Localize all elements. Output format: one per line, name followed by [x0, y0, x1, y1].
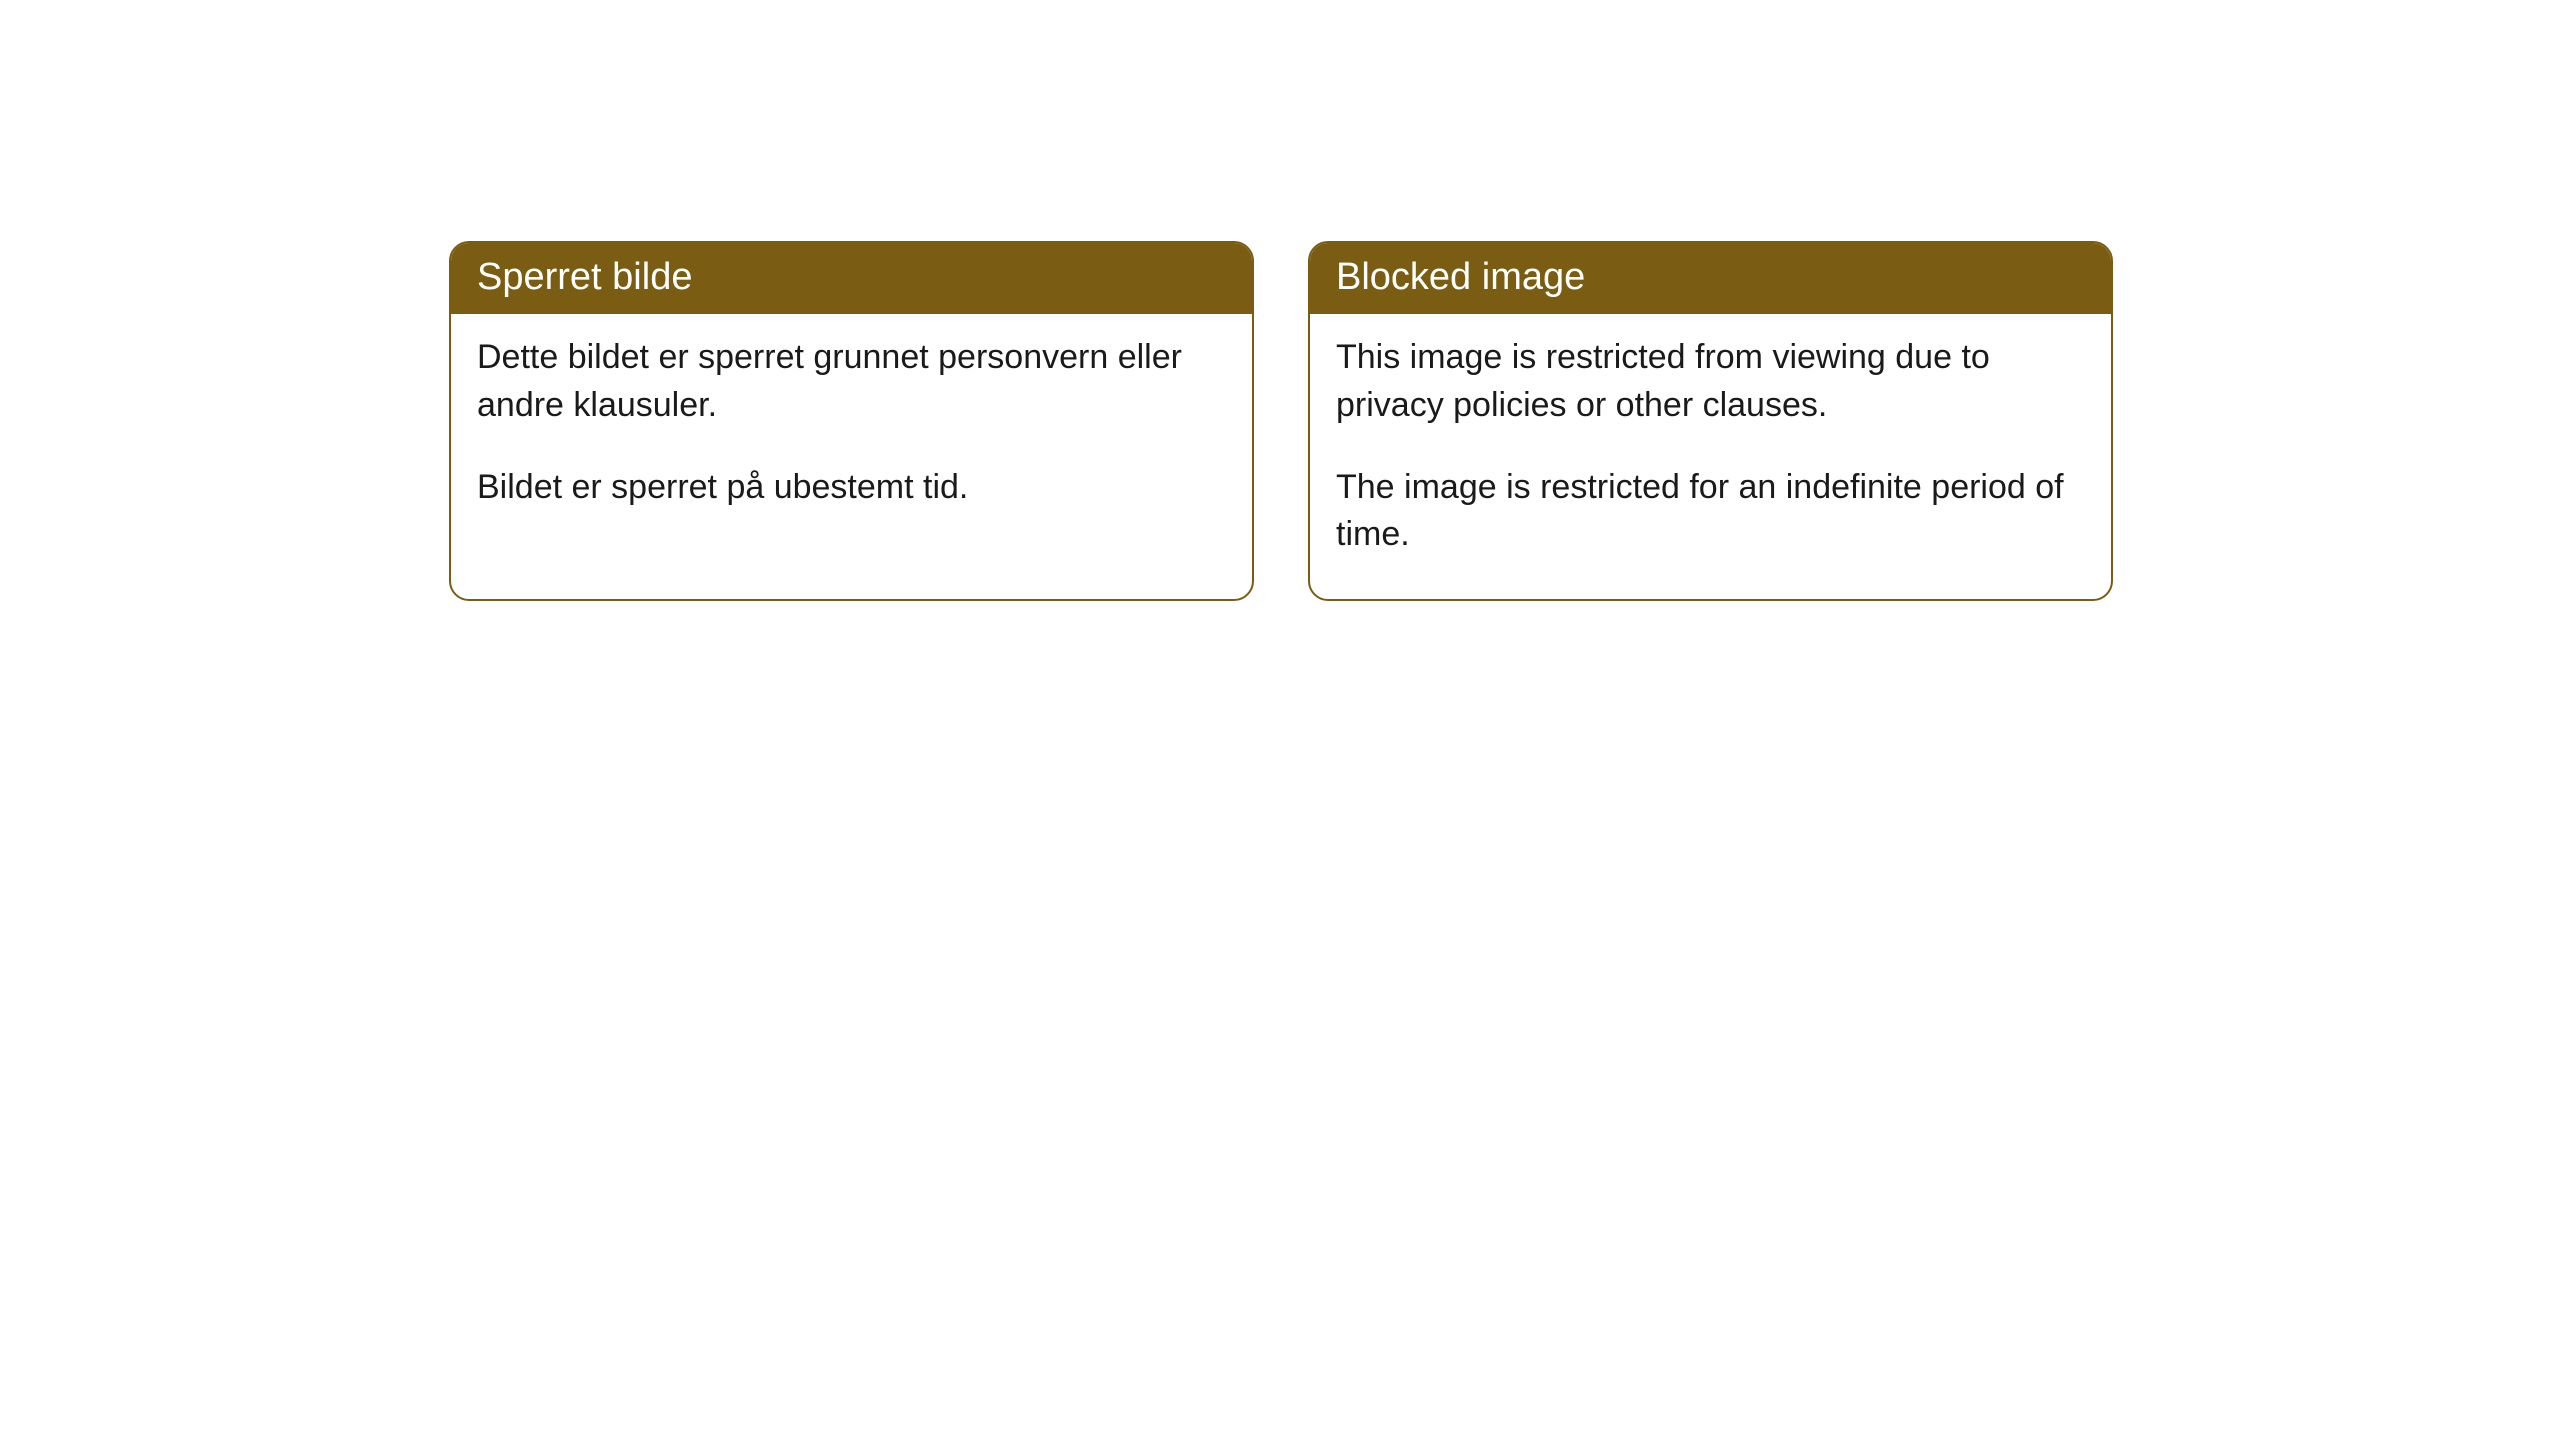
- notice-cards-container: Sperret bilde Dette bildet er sperret gr…: [449, 241, 2113, 601]
- card-paragraph: The image is restricted for an indefinit…: [1336, 464, 2085, 559]
- card-header: Blocked image: [1310, 243, 2111, 314]
- card-header: Sperret bilde: [451, 243, 1252, 314]
- card-body: This image is restricted from viewing du…: [1310, 314, 2111, 598]
- blocked-image-card-norwegian: Sperret bilde Dette bildet er sperret gr…: [449, 241, 1254, 601]
- card-paragraph: Dette bildet er sperret grunnet personve…: [477, 334, 1226, 429]
- card-body: Dette bildet er sperret grunnet personve…: [451, 314, 1252, 551]
- blocked-image-card-english: Blocked image This image is restricted f…: [1308, 241, 2113, 601]
- card-paragraph: Bildet er sperret på ubestemt tid.: [477, 464, 1226, 512]
- card-paragraph: This image is restricted from viewing du…: [1336, 334, 2085, 429]
